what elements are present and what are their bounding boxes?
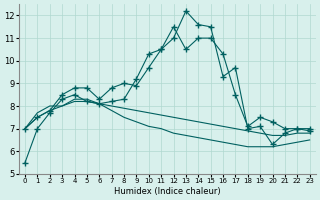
X-axis label: Humidex (Indice chaleur): Humidex (Indice chaleur) — [114, 187, 221, 196]
